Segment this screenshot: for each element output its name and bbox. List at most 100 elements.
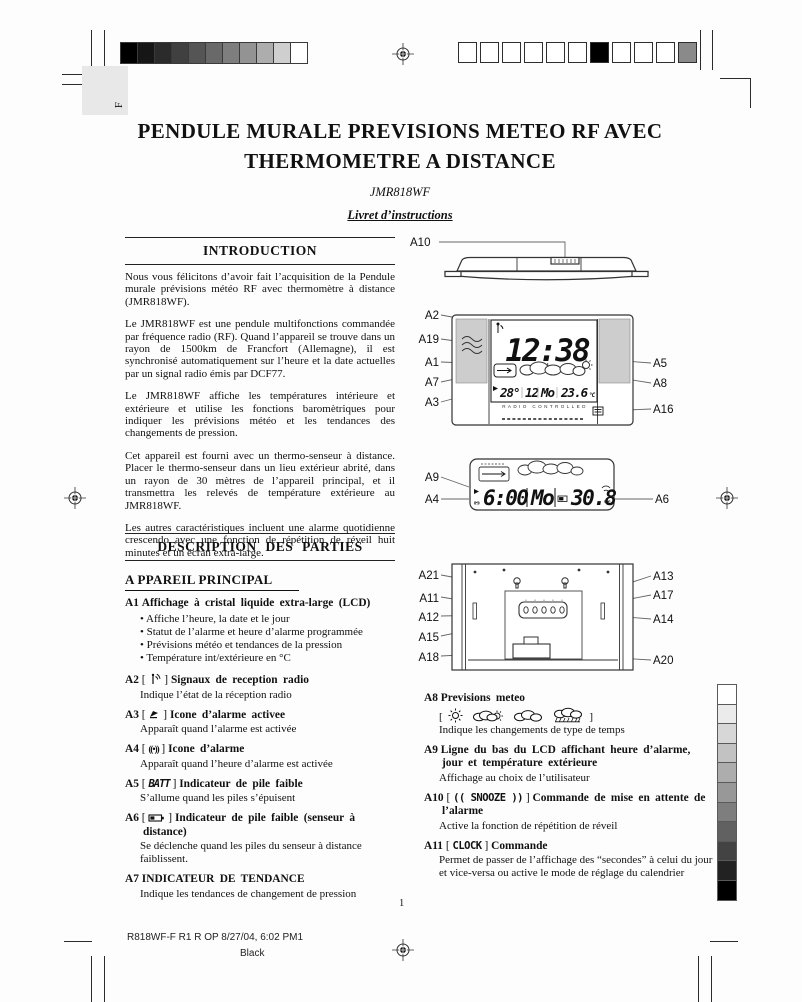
callout-a17: A17 [653,590,673,602]
crop-mark [720,78,750,79]
booklet-subtitle: Livret d’instructions [347,208,453,222]
part-item-a6: A6 Indicateur de pile faible (senseur à … [125,812,397,866]
part-item-a8: A8 Previsions meteo Indique les changeme… [424,692,716,737]
subheading-appareil-principal: A PPAREIL PRINCIPAL [125,571,299,591]
svg-text:6:00 Mo 30.8: 6:00 Mo 30.8 [483,486,616,510]
lcd-display [490,319,598,403]
speaker-vents-icon [461,336,483,354]
battery-low-icon [557,495,568,502]
crop-mark [750,78,751,108]
registration-mark [392,939,414,961]
lcd-day: Mo [530,486,554,510]
part-bullet: Prévisions météo et tendances de la pres… [140,639,397,652]
battery-indicator-label: BATT [148,777,170,790]
callout-a14: A14 [653,614,674,626]
diagram-lcd-strip: A9 A4 A6 ((•)) 6:00 Mo 30.8 °C [425,458,669,511]
part-code: A2 [125,674,139,687]
calibration-swatch [678,42,697,63]
part-desc: Active la fonction de répétition de réve… [439,819,618,832]
diagram-top-view: A10 [410,237,649,281]
calibration-swatch [458,42,477,63]
diagram-front-view: A2 A19 A1 A7 A3 A5 A8 A16 12:38 AM 28° 1… [419,310,673,426]
lcd-day: Mo [540,385,555,400]
crop-mark [712,30,713,70]
intro-paragraph: Le JMR818WF affiche les températures int… [125,390,395,440]
part-title: Ligne du bas du LCD affichant heure d’al… [440,743,691,770]
registration-mark [716,487,738,509]
part-code: A6 [125,812,139,825]
model-number: JMR818WF [369,185,431,199]
trend-arrow-icon [497,367,512,374]
part-code: A7 [125,873,139,886]
parts-list-left: A1 Affichage à cristal liquide extra-lar… [125,597,397,908]
calibration-swatch [590,42,609,63]
part-title: INDICATEUR DE TENDANCE [141,873,305,886]
part-desc: Indique les tendances de changement de p… [140,887,357,900]
callout-a20: A20 [653,655,673,667]
part-title: Previsions meteo [440,692,526,704]
callout-a11: A11 [419,593,439,605]
calibration-swatch [717,860,737,881]
language-tab: F [82,66,128,115]
callout-a9: A9 [425,472,439,484]
part-desc: Apparaît quand l’alarme est activée [140,723,297,736]
transmitter-icon [592,406,604,416]
crop-mark [711,956,712,1002]
calibration-swatch [188,42,206,64]
calibration-swatch [222,42,240,64]
battery-low-icon [148,814,165,822]
part-bullet: Température int/extérieure en °C [140,652,397,665]
weather-forecast-icons [517,460,584,476]
part-bullet: Affiche l’heure, la date et le jour [140,613,397,626]
lcd-unit: °C [589,392,596,399]
crop-mark [698,956,699,1002]
part-code: A8 [424,692,438,704]
part-item-a10: A10 (( SNOOZE )) Commande de mise en att… [424,792,716,833]
calibration-swatch [612,42,631,63]
title-block: PENDULE MURALE PREVISIONS METEO RF AVEC … [100,116,700,223]
trend-indicator [478,466,510,482]
callout-a16: A16 [653,404,673,416]
part-desc: Apparaît quand l’heure d’alarme est acti… [140,757,333,770]
crop-mark [91,956,92,1002]
color-calibration-bar [458,42,700,63]
footer-plate-name: Black [240,948,265,959]
part-title: Icone d’alarme activee [169,708,286,721]
section-heading-introduction: INTRODUCTION [125,237,395,265]
back-panel [504,590,583,660]
callout-a18: A18 [419,652,439,664]
callout-a1: A1 [425,357,439,369]
calibration-swatch [656,42,675,63]
alarm-sound-icon: ((•)) [148,744,159,755]
callout-a4: A4 [425,494,440,506]
callout-a19: A19 [419,334,439,346]
calibration-swatch [717,801,737,823]
part-item-a9: A9 Ligne du bas du LCD affichant heure d… [424,744,716,785]
callout-a10: A10 [410,237,430,249]
alarm-active-icon [474,489,479,494]
lcd-time: 12:38 [505,333,590,369]
part-code: A5 [125,777,139,790]
right-panel [598,318,631,384]
part-item-a4: A4 ((•)) Icone d’alarme Apparaît quand l… [125,743,397,771]
language-tab-label: F [112,101,125,109]
part-item-a5: A5 BATT Indicateur de pile faible S’allu… [125,778,397,806]
intro-paragraph: Nous vous félicitons d’avoir fait l’acqu… [125,271,395,308]
callout-a8: A8 [653,378,667,390]
calibration-swatch [120,42,138,64]
calibration-swatch [502,42,521,63]
stand-slot [600,602,605,620]
part-item-a2: A2 Signaux de reception radio Indique l’… [125,672,397,702]
callout-a15: A15 [419,632,439,644]
page-title-line2: THERMOMETRE A DISTANCE [244,149,556,173]
part-title: Commande [491,839,548,852]
calibration-swatch [634,42,653,63]
part-code: A9 [424,743,438,756]
callout-a6: A6 [655,494,669,506]
weather-icons-row [439,707,716,723]
callout-a5: A5 [653,358,667,370]
parts-list-right: A8 Previsions meteo Indique les changeme… [424,692,716,887]
lcd-unit: °C [603,499,611,507]
intro-paragraph: Cet appareil est fourni avec un thermo-s… [125,449,395,512]
snooze-button-label: (( SNOOZE )) [453,791,523,804]
